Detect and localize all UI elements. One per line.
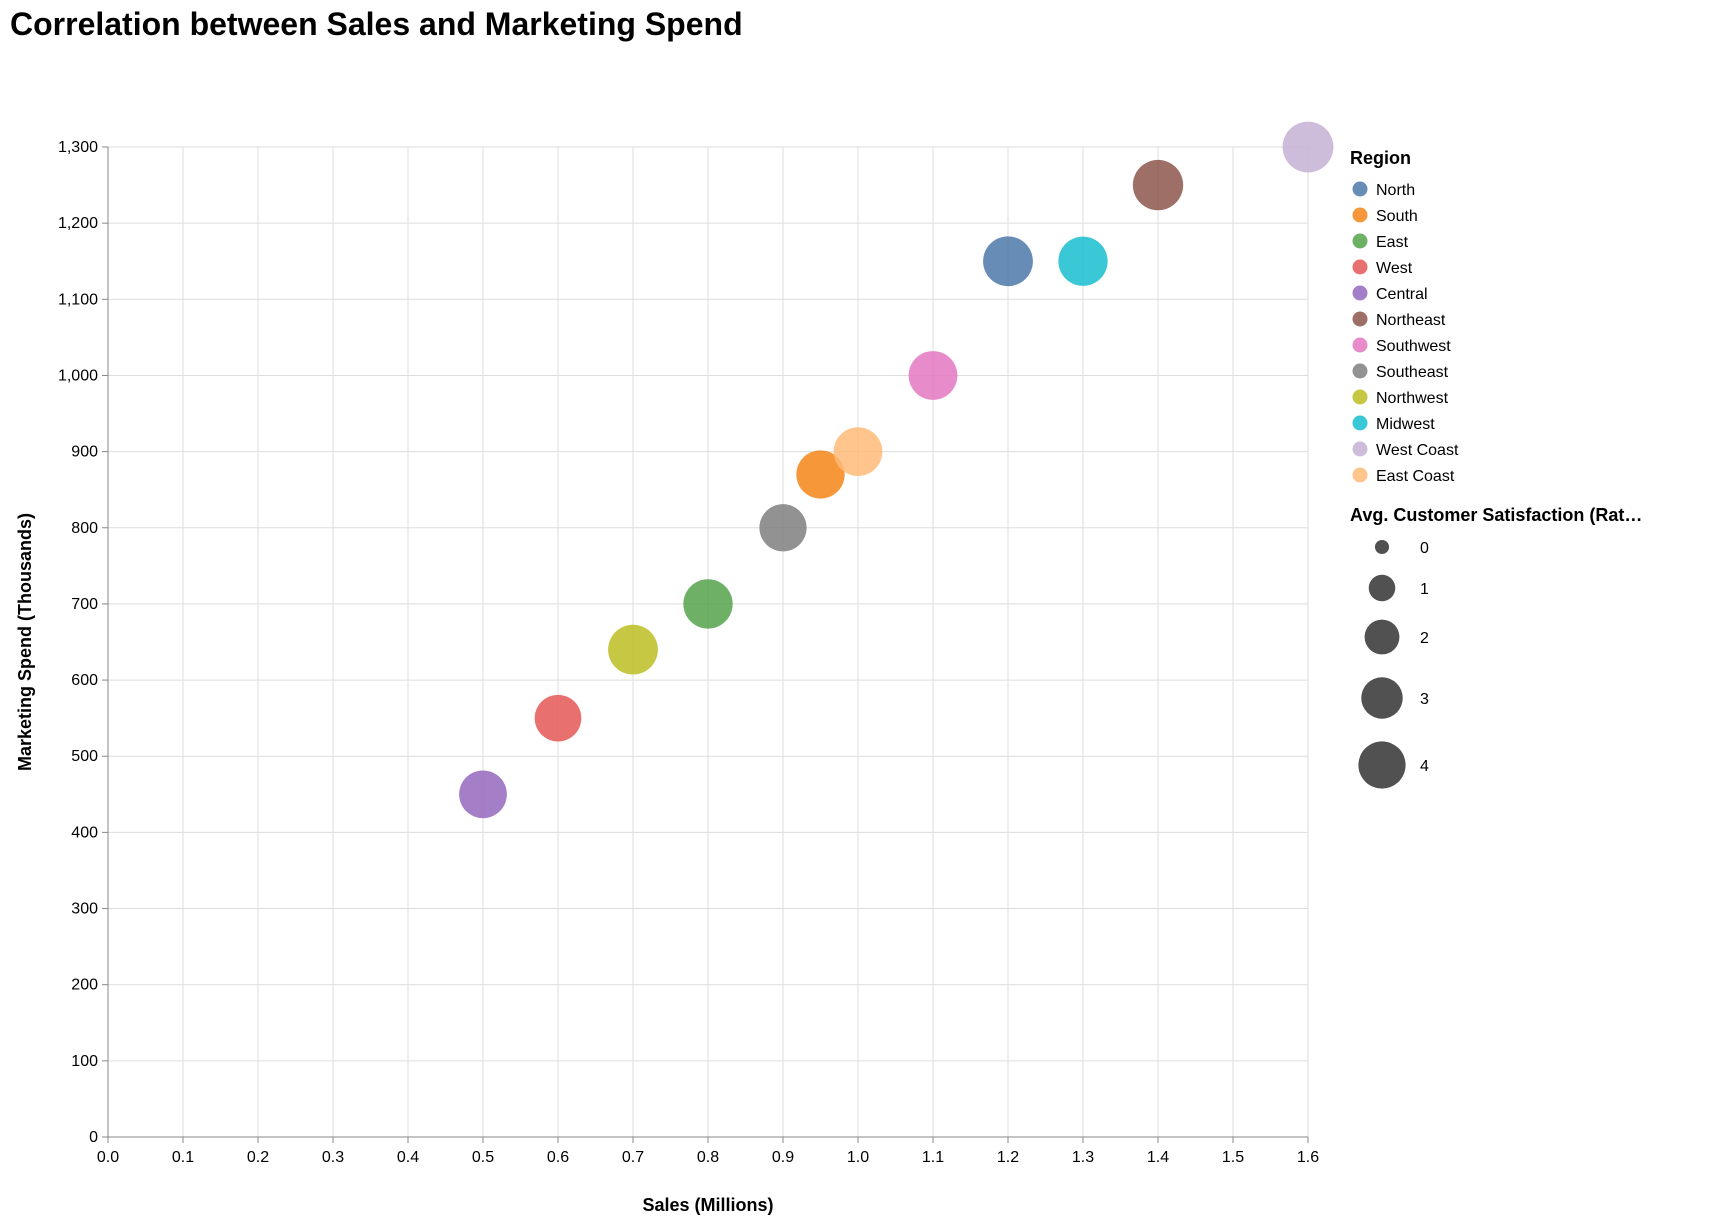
size-legend-label: 4	[1420, 758, 1429, 775]
legend-swatch	[1352, 311, 1368, 327]
data-point-southwest	[908, 351, 958, 400]
legend-swatch	[1352, 181, 1368, 197]
x-tick-label: 0.9	[772, 1149, 794, 1166]
legend-swatch	[1352, 389, 1368, 405]
x-tick-label: 0.4	[397, 1149, 419, 1166]
x-tick-label: 1.2	[997, 1149, 1019, 1166]
y-axis-title: Marketing Spend (Thousands)	[15, 513, 35, 771]
x-tick-label: 0.3	[322, 1149, 344, 1166]
legend-title-satisfaction: Avg. Customer Satisfaction (Rat…	[1350, 505, 1642, 525]
legend-label: Northwest	[1376, 390, 1449, 407]
y-tick-label: 900	[71, 444, 98, 461]
size-legend-label: 2	[1420, 630, 1429, 647]
x-tick-label: 1.4	[1147, 1149, 1169, 1166]
y-tick-label: 1,200	[58, 215, 98, 232]
legend-label: Southeast	[1376, 364, 1449, 381]
y-tick-label: 100	[71, 1053, 98, 1070]
x-tick-label: 1.0	[847, 1149, 869, 1166]
x-tick-label: 0.5	[472, 1149, 494, 1166]
legend-label: West	[1376, 260, 1413, 277]
x-axis-title: Sales (Millions)	[642, 1195, 773, 1215]
legend-label: North	[1376, 182, 1415, 199]
data-point-midwest	[1058, 236, 1108, 286]
legend-swatch	[1352, 285, 1368, 301]
x-tick-label: 0.2	[247, 1149, 269, 1166]
y-tick-label: 400	[71, 824, 98, 841]
legend-label: Midwest	[1376, 416, 1435, 433]
legend-swatch	[1352, 233, 1368, 249]
size-legend-symbol	[1374, 539, 1390, 555]
x-tick-label: 0.7	[622, 1149, 644, 1166]
axes: 0.0 0.1 0.2 0.3 0.4 0.5 0.6 0.7 0.8 0.9 1.0 1.1 1.2 1…	[15, 139, 1319, 1215]
legend-label: Central	[1376, 286, 1428, 303]
grid	[107, 146, 1309, 1138]
legend-title-region: Region	[1350, 148, 1411, 168]
y-tick-label: 1,000	[58, 367, 98, 384]
y-tick-label: 500	[71, 748, 98, 765]
data-points	[459, 121, 1334, 819]
data-point-south	[796, 450, 845, 499]
x-tick-label: 0.8	[697, 1149, 719, 1166]
data-point-east	[683, 579, 733, 629]
x-tick-label: 1.6	[1297, 1149, 1319, 1166]
legend-swatch	[1352, 467, 1368, 483]
legend-label: Northeast	[1376, 312, 1446, 329]
y-tick-label: 200	[71, 977, 98, 994]
data-point-southeast	[759, 504, 807, 552]
legend-swatch	[1352, 415, 1368, 431]
size-legend-label: 0	[1420, 540, 1429, 557]
x-tick-label: 1.3	[1072, 1149, 1094, 1166]
y-tick-label: 600	[71, 672, 98, 689]
x-tick-label: 0.0	[97, 1149, 119, 1166]
data-point-west	[534, 694, 582, 742]
data-point-west-coast	[1282, 121, 1334, 173]
legend-label: East	[1376, 234, 1409, 251]
x-tick-label: 1.5	[1222, 1149, 1244, 1166]
legend-swatch	[1352, 207, 1368, 223]
legend-swatch	[1352, 441, 1368, 457]
x-tick-label: 0.6	[547, 1149, 569, 1166]
legend: Region North South East West Central Northeast…	[1350, 148, 1642, 789]
size-legend-label: 1	[1420, 581, 1429, 598]
legend-swatch	[1352, 259, 1368, 275]
x-tick-label: 0.1	[172, 1149, 194, 1166]
y-tick-label: 1,100	[58, 291, 98, 308]
legend-label: West Coast	[1376, 442, 1459, 459]
data-point-northeast	[1132, 159, 1184, 211]
y-tick-label: 800	[71, 520, 98, 537]
y-tick-label: 700	[71, 596, 98, 613]
chart-title: Correlation between Sales and Marketing …	[10, 6, 743, 42]
data-point-east-coast	[833, 427, 883, 477]
x-tick-label: 1.1	[922, 1149, 944, 1166]
legend-swatch	[1352, 337, 1368, 353]
size-legend-symbol	[1361, 677, 1403, 719]
size-legend-symbol	[1368, 574, 1396, 602]
y-tick-label: 0	[89, 1129, 98, 1146]
legend-swatch	[1352, 363, 1368, 379]
legend-label: East Coast	[1376, 468, 1455, 485]
data-point-northwest	[608, 624, 658, 675]
y-tick-label: 1,300	[58, 139, 98, 156]
legend-label: South	[1376, 208, 1418, 225]
data-point-north	[983, 236, 1033, 287]
legend-label: Southwest	[1376, 338, 1451, 355]
y-tick-label: 300	[71, 901, 98, 918]
size-legend-symbol	[1364, 619, 1400, 655]
data-point-central	[459, 770, 507, 819]
size-legend-label: 3	[1420, 691, 1429, 708]
size-legend-symbol	[1358, 741, 1406, 789]
